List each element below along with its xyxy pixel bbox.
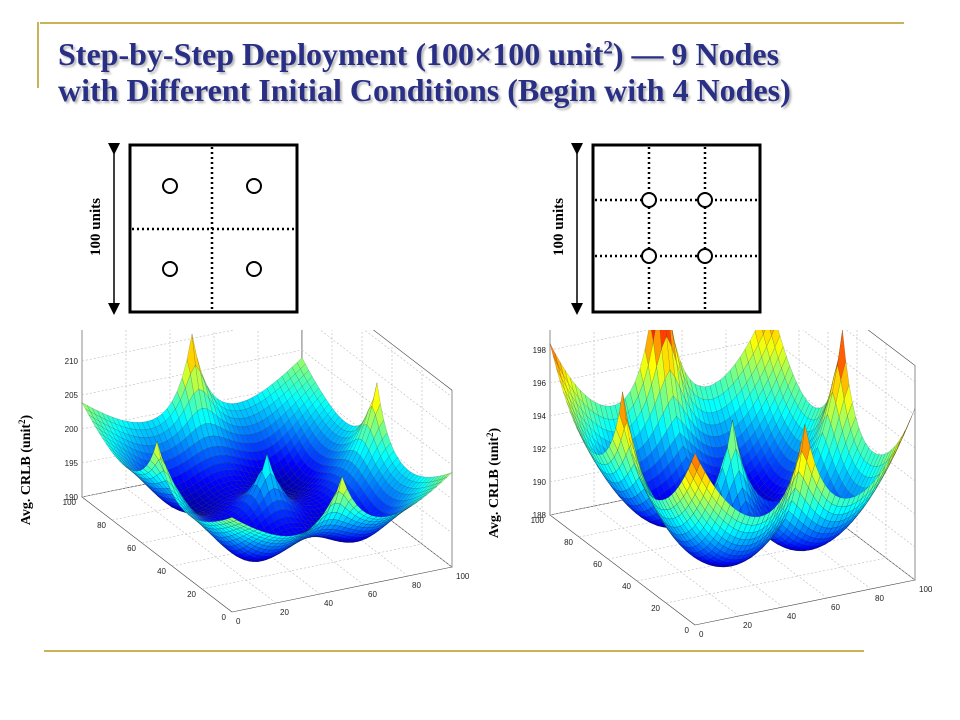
sensor-node <box>246 178 262 194</box>
y-tick-label: 100 <box>531 516 545 525</box>
scale-label: 100 units <box>551 198 567 256</box>
deployment-diagram-4-nodes: 100 units <box>88 143 299 315</box>
y-tick-label: 40 <box>157 567 166 576</box>
sensor-node <box>697 248 713 264</box>
surface <box>81 333 453 562</box>
x-tick-label: 60 <box>831 603 840 612</box>
sensor-node <box>697 192 713 208</box>
z-tick-label: 188 <box>533 511 547 520</box>
deployment-area-square <box>591 143 762 314</box>
sensor-node <box>641 248 657 264</box>
x-tick-label: 80 <box>875 594 884 603</box>
y-tick-label: 80 <box>564 538 573 547</box>
x-tick-label: 40 <box>324 599 333 608</box>
x-tick-label: 20 <box>743 621 752 630</box>
y-tick-label: 60 <box>127 544 136 553</box>
x-tick-label: 100 <box>919 585 933 594</box>
x-tick-label: 0 <box>236 617 241 626</box>
y-tick-label: 100 <box>63 498 77 507</box>
z-tick-label: 194 <box>533 412 547 421</box>
y-tick-label: 20 <box>651 604 660 613</box>
z-tick-label: 210 <box>65 357 79 366</box>
title-superscript: 2 <box>603 37 613 59</box>
title-line2-text: with Different Initial Conditions (Begin… <box>58 72 791 108</box>
surface-mesh: 2152102052001951901008060402000204060801… <box>63 330 470 626</box>
y-tick-label: 0 <box>222 613 227 622</box>
x-tick-label: 20 <box>280 608 289 617</box>
slide-title: Step-by-Step Deployment (100×100 unit2) … <box>58 36 918 108</box>
z-tick-label: 205 <box>65 391 79 400</box>
axis-ticks: 2001981961941921901881008060402000204060… <box>531 346 933 639</box>
scale-label: 100 units <box>88 198 104 256</box>
z-tick-label: 190 <box>65 493 79 502</box>
x-tick-label: 40 <box>787 612 796 621</box>
y-tick-label: 0 <box>685 626 690 635</box>
decorative-bottom-line <box>44 650 864 652</box>
crlb-surface-plot-2: 2001981961941921901881008060402000204060… <box>485 330 933 639</box>
x-tick-label: 0 <box>699 630 704 639</box>
deployment-area-square <box>128 143 299 314</box>
z-axis-label: Avg. CRLB (unit2) <box>17 414 34 525</box>
y-tick-label: 60 <box>593 560 602 569</box>
z-tick-label: 195 <box>65 459 79 468</box>
surface-mesh: 2001981961941921901881008060402000204060… <box>531 330 933 639</box>
decorative-left-line <box>37 22 39 88</box>
z-tick-label: 196 <box>533 379 547 388</box>
y-tick-label: 80 <box>97 521 106 530</box>
z-tick-label: 192 <box>533 445 547 454</box>
title-line1-text: Step-by-Step Deployment (100×100 unit <box>58 36 604 72</box>
z-tick-label: 190 <box>533 478 547 487</box>
y-tick-label: 20 <box>187 590 196 599</box>
decorative-top-line <box>40 22 904 24</box>
sensor-node <box>162 261 178 277</box>
x-tick-label: 80 <box>412 581 421 590</box>
deployment-diagram-9-cells: 100 units <box>551 143 762 315</box>
z-axis-label: Avg. CRLB (unit2) <box>485 427 502 538</box>
z-tick-label: 198 <box>533 346 547 355</box>
sensor-node <box>246 261 262 277</box>
z-tick-label: 200 <box>65 425 79 434</box>
z-tick-label: 215 <box>65 330 79 332</box>
title-line1-end: ) — 9 Nodes <box>612 36 780 72</box>
y-tick-label: 40 <box>622 582 631 591</box>
sensor-node <box>162 178 178 194</box>
crlb-surface-plot-1: 2152102052001951901008060402000204060801… <box>17 330 470 626</box>
surface <box>549 330 916 568</box>
x-tick-label: 60 <box>368 590 377 599</box>
axis-ticks: 2152102052001951901008060402000204060801… <box>63 330 470 626</box>
sensor-node <box>641 192 657 208</box>
x-tick-label: 100 <box>456 572 470 581</box>
